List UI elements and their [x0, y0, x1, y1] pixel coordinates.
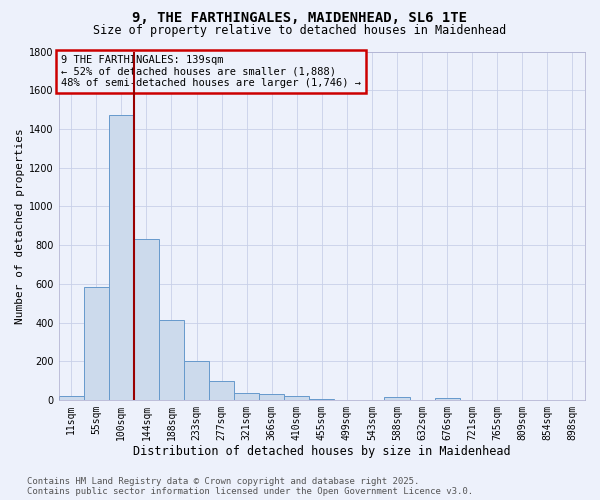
Bar: [84, 287, 109, 400]
Bar: [209, 381, 234, 400]
Bar: [109, 116, 134, 400]
Bar: [284, 396, 309, 400]
Bar: [159, 320, 184, 400]
Bar: [59, 396, 84, 400]
Text: 9, THE FARTHINGALES, MAIDENHEAD, SL6 1TE: 9, THE FARTHINGALES, MAIDENHEAD, SL6 1TE: [133, 12, 467, 26]
Text: Contains HM Land Registry data © Crown copyright and database right 2025.
Contai: Contains HM Land Registry data © Crown c…: [27, 476, 473, 496]
Bar: [184, 362, 209, 400]
Bar: [434, 398, 460, 400]
Bar: [134, 240, 159, 400]
Bar: [259, 394, 284, 400]
Text: Size of property relative to detached houses in Maidenhead: Size of property relative to detached ho…: [94, 24, 506, 37]
Y-axis label: Number of detached properties: Number of detached properties: [15, 128, 25, 324]
Text: 9 THE FARTHINGALES: 139sqm
← 52% of detached houses are smaller (1,888)
48% of s: 9 THE FARTHINGALES: 139sqm ← 52% of deta…: [61, 55, 361, 88]
Bar: [234, 393, 259, 400]
X-axis label: Distribution of detached houses by size in Maidenhead: Distribution of detached houses by size …: [133, 444, 511, 458]
Bar: [385, 396, 410, 400]
